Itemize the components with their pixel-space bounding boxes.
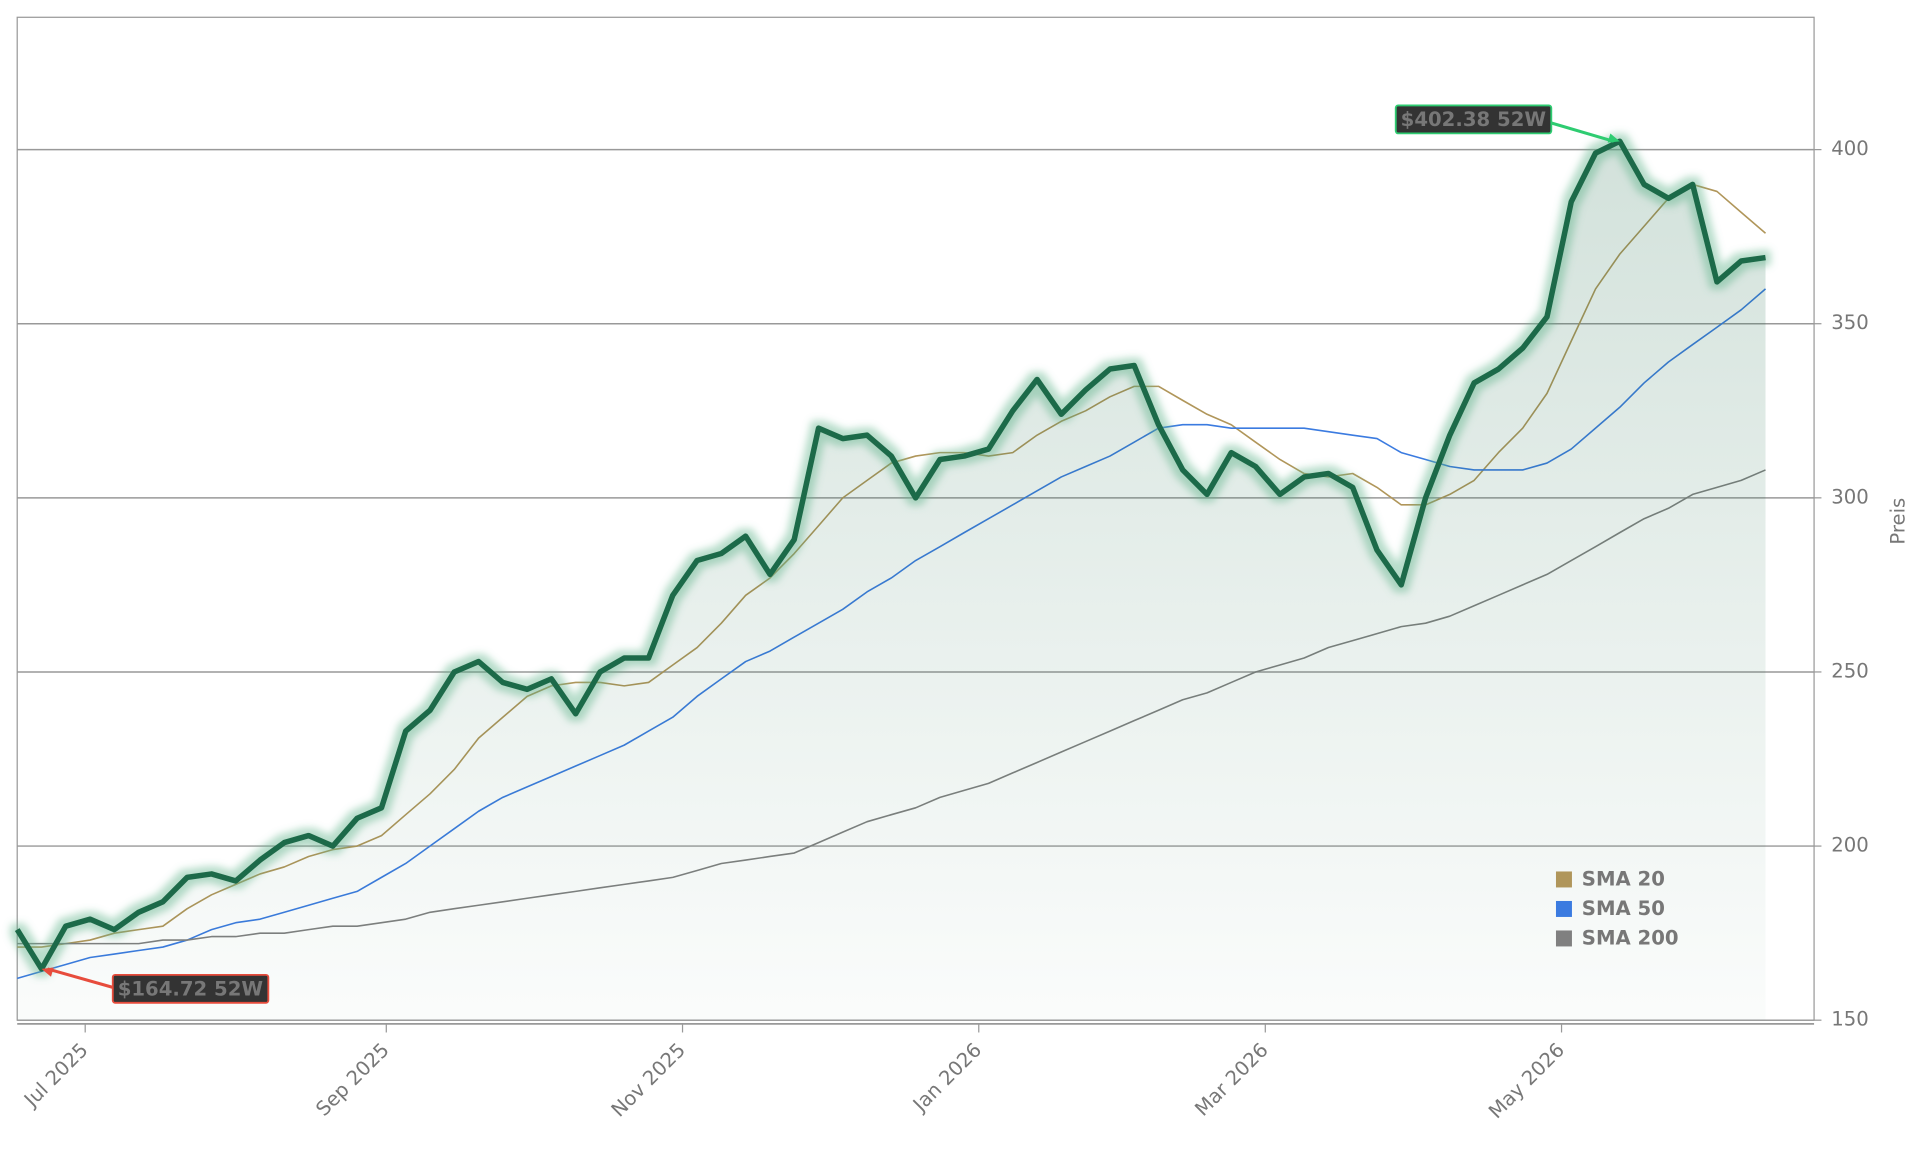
annotation: $402.38 52W	[1394, 104, 1620, 143]
y-tick-label: 250	[1831, 659, 1869, 682]
price-line	[14, 138, 1766, 972]
annotation: $164.72 52W	[41, 967, 270, 1004]
legend-swatch	[1555, 900, 1572, 917]
legend-swatch	[1555, 930, 1572, 947]
y-tick-label: 400	[1831, 137, 1869, 160]
y-tick-label: 350	[1831, 311, 1869, 334]
annotation-label: $402.38 52W	[1401, 108, 1547, 131]
annotation-box	[1394, 104, 1553, 135]
legend-label: SMA 20	[1582, 868, 1665, 891]
annotation-label: $164.72 52W	[118, 977, 264, 1000]
price-area	[17, 141, 1766, 1021]
x-tick-label: Sep 2025	[311, 1038, 393, 1120]
legend-label: SMA 50	[1582, 897, 1665, 920]
annotation-arrowhead	[41, 967, 54, 977]
legend-swatch	[1555, 871, 1572, 888]
legend-label: SMA 200	[1582, 927, 1679, 950]
y-axis-label: Preis	[1886, 498, 1909, 545]
annotation-arrow	[47, 967, 114, 989]
x-tick-label: Jul 2025	[18, 1038, 92, 1112]
x-tick-label: May 2026	[1484, 1038, 1569, 1123]
annotation-box	[111, 973, 270, 1004]
y-tick-label: 150	[1831, 1008, 1869, 1031]
annotation-arrowhead	[1607, 133, 1620, 143]
y-tick-label: 200	[1831, 834, 1869, 857]
x-tick-label: Mar 2026	[1190, 1038, 1272, 1120]
x-tick-label: Nov 2025	[607, 1038, 690, 1121]
y-tick-label: 300	[1831, 485, 1869, 508]
annotation-arrow	[1550, 121, 1615, 143]
x-tick-label: Jan 2026	[907, 1038, 986, 1117]
